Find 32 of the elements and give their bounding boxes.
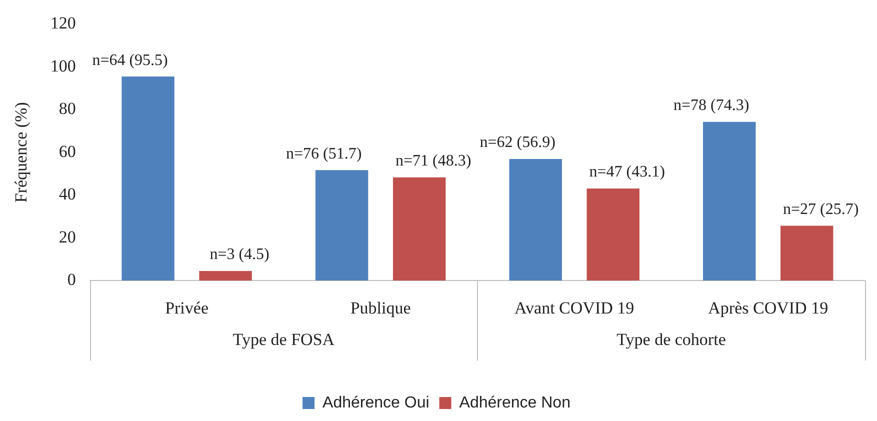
bar	[586, 188, 640, 281]
text: Type de FOSA	[232, 330, 336, 350]
bar	[780, 226, 834, 281]
bar	[392, 177, 446, 281]
y-tick-label: 60	[58, 142, 76, 161]
y-tick-label: 80	[58, 99, 76, 118]
data-label: n=62 (56.9)	[480, 134, 556, 152]
data-label: n=78 (74.3)	[674, 97, 750, 114]
data-label: n=3 (4.5)	[210, 246, 270, 264]
x-tick-label: Privée	[165, 298, 209, 318]
legend-label: Adhérence Oui	[322, 394, 430, 412]
text: Type de cohorte	[616, 330, 726, 350]
y-tick-label: 0	[67, 270, 76, 290]
y-tick-label: 100	[50, 56, 76, 76]
x-tick-label: Après COVID 19	[708, 298, 828, 318]
legend-label: Adhérence Non	[459, 394, 570, 412]
bar	[509, 159, 562, 281]
y-tick-label: 20	[58, 227, 76, 246]
x-tick-label: Avant COVID 19	[514, 298, 634, 318]
y-tick-label: 40	[58, 184, 76, 204]
data-label: n=76 (51.7)	[286, 145, 362, 162]
data-label: n=47 (43.1)	[589, 164, 665, 181]
bar	[703, 122, 756, 281]
data-label: n=27 (25.7)	[783, 200, 859, 218]
bar	[122, 76, 174, 281]
bar	[199, 270, 252, 281]
y-axis-title: Fréquence (%)	[12, 102, 31, 203]
data-label: n=64 (95.5)	[92, 52, 168, 69]
bar	[315, 170, 368, 281]
data-label: n=71 (48.3)	[395, 152, 472, 170]
y-tick-label: 120	[50, 14, 76, 33]
x-tick-label: Publique	[350, 298, 411, 318]
